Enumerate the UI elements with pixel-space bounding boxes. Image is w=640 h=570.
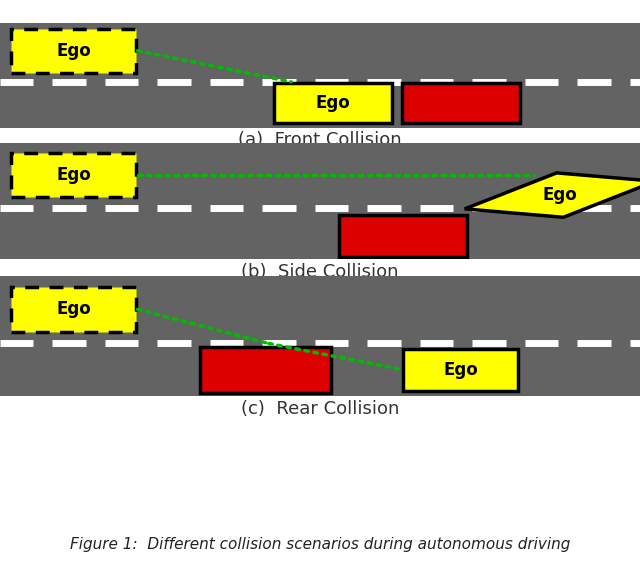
Bar [200,347,332,393]
Bar [402,83,520,123]
Text: Figure 1:  Different collision scenarios during autonomous driving: Figure 1: Different collision scenarios … [70,538,570,552]
Text: (b)  Side Collision: (b) Side Collision [241,263,399,282]
Text: (a)  Front Collision: (a) Front Collision [238,131,402,149]
Text: Ego: Ego [543,186,577,204]
Text: (c)  Rear Collision: (c) Rear Collision [241,400,399,418]
Text: Ego: Ego [56,166,91,184]
Bar [403,349,518,391]
Bar [274,83,392,123]
Bar [12,153,136,197]
Bar [465,173,640,217]
Text: Ego: Ego [56,300,91,319]
Text: Ego: Ego [316,94,350,112]
Bar [12,28,136,73]
Text: Ego: Ego [444,361,478,379]
Text: Ego: Ego [56,42,91,60]
Bar [339,215,467,257]
Bar [12,287,136,332]
